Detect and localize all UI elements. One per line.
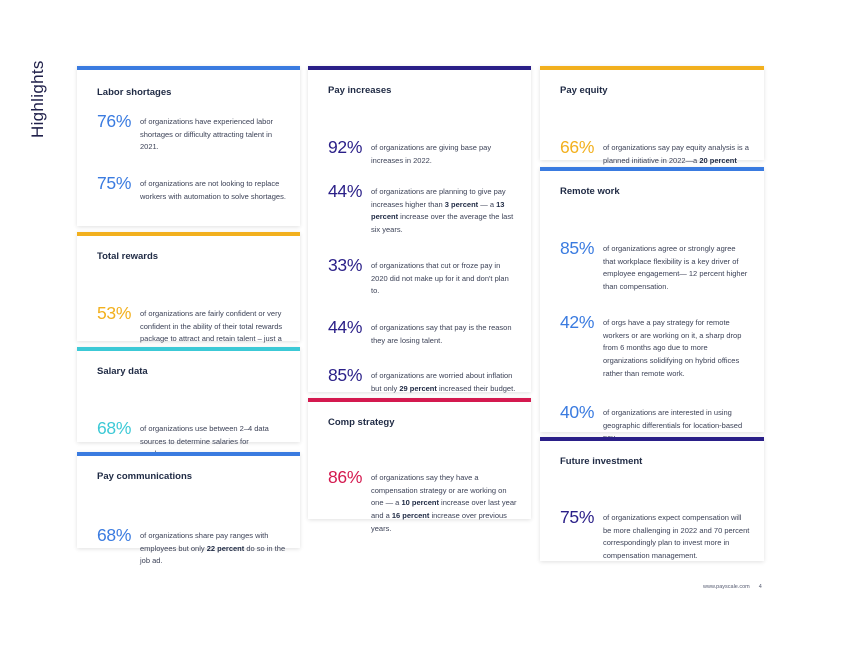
section-title: Highlights [28,60,47,138]
emphasis-text: 16 percent [391,511,430,521]
stat-description: of organizations share pay ranges with e… [140,530,286,568]
stat-text: of organizations say pay equity analysis… [603,143,749,165]
stat-description: of organizations are planning to give pa… [371,186,517,237]
stat-text: of organizations that cut or froze pay i… [371,261,509,296]
stat-text: increase over previous years. [371,511,507,533]
stat-percent: 33% [328,255,363,275]
card-remote-work: Remote work 85% of organizations agree or… [540,167,764,442]
stat-percent: 68% [97,525,132,545]
stat-percent: 42% [560,312,595,332]
stat-percent: 66% [560,137,595,157]
stat-description: of organizations that cut or froze pay i… [371,260,517,298]
stat-percent: 75% [560,507,595,527]
emphasis-text: 3 percent [444,199,479,209]
emphasis-text: 20 percent [699,155,737,165]
card-pay-increases: Pay increases 92% of organizations are gi… [308,66,531,395]
stat-text: do so in the job ad. [140,543,286,566]
emphasis-text: 13 percent [371,199,505,222]
stat-text: of organizations are giving base pay inc… [371,143,492,165]
stat-text: increase over last year and a [371,498,517,521]
card-title: Future investment [560,456,643,467]
stat-percent: 44% [328,181,363,201]
card-pay-communications: Pay communications 68% of organizations s… [77,452,300,565]
card-labor-shortages: Labor shortages 76% of organizations have… [77,66,300,226]
stat-percent: 92% [328,137,363,157]
card-title: Pay increases [328,85,392,96]
page-number: 4 [758,584,762,590]
card-title: Remote work [560,186,620,197]
stat-percent: 76% [97,111,132,131]
emphasis-text: 22 percent [206,543,245,553]
stat-text: of organizations are not looking to repl… [140,179,286,201]
card-total-rewards: Total rewards 53% of organizations are fa… [77,232,300,356]
stat-text: of organizations say they have a compens… [371,473,507,508]
card-pay-equity: Pay equity 66% of organizations say pay e… [540,66,764,177]
stat-text: of organizations say that pay is the rea… [371,323,512,345]
stat-text: of organizations have experienced labor … [140,117,274,152]
stat-description: of organizations say that pay is the rea… [371,322,517,347]
stat-text: — a [478,199,497,209]
card-title: Pay communications [97,471,193,482]
stat-percent: 86% [328,467,363,487]
stat-text: of organizations share pay ranges with e… [140,531,269,553]
card-title: Pay equity [560,85,608,96]
stat-description: of organizations are worried about infla… [371,370,517,395]
stat-percent: 40% [560,402,595,422]
stat-description: of organizations agree or strongly agree… [603,243,750,294]
stat-text: of organizations are worried about infla… [371,371,513,393]
stat-text: of organizations agree or strongly agree… [603,244,748,292]
stat-description: of organizations expect compensation wil… [603,512,750,563]
stat-percent: 85% [328,365,363,385]
footer-url: www.payscale.com [703,584,750,590]
stat-percent: 44% [328,317,363,337]
stat-percent: 75% [97,173,132,193]
card-comp-strategy: Comp strategy 86% of organizations say th… [308,398,531,533]
stat-percent: 68% [97,418,132,438]
stat-text: of organizations expect compensation wil… [603,513,750,561]
stat-description: of organizations have experienced labor … [140,116,286,154]
stat-description: of organizations are not looking to repl… [140,178,286,203]
card-title: Comp strategy [328,417,395,428]
emphasis-text: 29 percent [399,383,437,393]
stat-text: increased their budget. [436,383,516,393]
stat-percent: 53% [97,303,132,323]
card-title: Salary data [97,366,148,377]
card-future-investment: Future investment 75% of organizations ex… [540,437,764,561]
card-salary-data: Salary data 68% of organizations use betw… [77,347,300,458]
stat-text: increase over the average the last six y… [371,212,514,235]
card-title: Labor shortages [97,87,172,98]
stat-text: of organizations are planning to give pa… [371,187,506,209]
stat-description: of organizations are giving base pay inc… [371,142,517,167]
page-footer: www.payscale.com 4 [703,584,762,590]
card-title: Total rewards [97,251,159,262]
stat-text: of orgs have a pay strategy for remote w… [603,318,742,378]
stat-description: of organizations say they have a compens… [371,472,517,536]
stat-percent: 85% [560,238,595,258]
stat-description: of orgs have a pay strategy for remote w… [603,317,750,381]
emphasis-text: 10 percent [401,498,439,508]
